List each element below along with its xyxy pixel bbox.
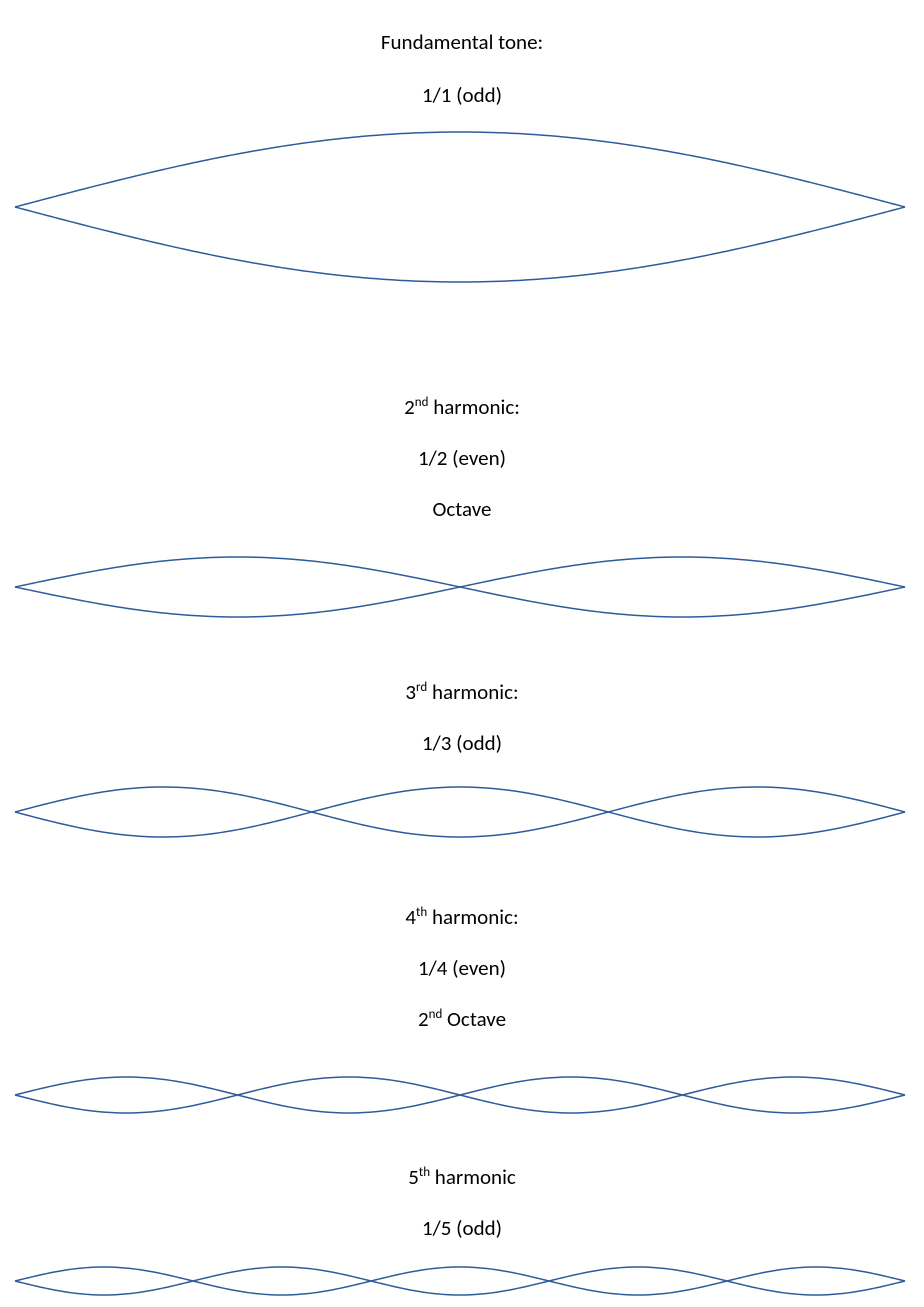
harmonic-title: 4th harmonic: — [0, 905, 924, 930]
harmonic-section-3: 3rd harmonic: 1/3 (odd) — [0, 680, 924, 782]
harmonic-title: 3rd harmonic: — [0, 680, 924, 705]
harmonic-section-5: 5th harmonic 1/5 (odd) — [0, 1165, 924, 1267]
harmonic-ratio: 1/3 (odd) — [0, 731, 924, 756]
title-sup: th — [416, 905, 427, 920]
standing-wave-1 — [0, 130, 924, 284]
title-post: harmonic: — [428, 394, 519, 420]
title-sup: th — [419, 1165, 430, 1180]
harmonic-section-4: 4th harmonic: 1/4 (even) 2nd Octave — [0, 905, 924, 1059]
standing-wave-2 — [0, 555, 924, 619]
extra-pre: 2 — [418, 1006, 429, 1032]
harmonic-title: Fundamental tone: — [0, 30, 924, 55]
title-pre: 5 — [408, 1164, 419, 1190]
extra-post: Octave — [442, 1006, 506, 1032]
standing-wave-5 — [0, 1265, 924, 1297]
standing-wave-3 — [0, 785, 924, 839]
harmonic-ratio: 1/1 (odd) — [0, 83, 924, 108]
harmonic-section-1: Fundamental tone: 1/1 (odd) — [0, 30, 924, 136]
harmonic-section-2: 2nd harmonic: 1/2 (even) Octave — [0, 395, 924, 549]
harmonic-ratio: 1/5 (odd) — [0, 1216, 924, 1241]
title-post: harmonic: — [427, 679, 518, 705]
extra-sup: nd — [429, 1007, 443, 1022]
title-pre: 3 — [405, 679, 416, 705]
harmonic-title: 2nd harmonic: — [0, 395, 924, 420]
title-post: harmonic: — [427, 904, 518, 930]
harmonic-title: 5th harmonic — [0, 1165, 924, 1190]
harmonic-extra: 2nd Octave — [0, 1007, 924, 1032]
title-pre: 4 — [405, 904, 416, 930]
title-sup: rd — [416, 680, 427, 695]
title-pre: 2 — [404, 394, 415, 420]
standing-wave-4 — [0, 1075, 924, 1115]
title-sup: nd — [415, 395, 429, 410]
harmonic-ratio: 1/4 (even) — [0, 956, 924, 981]
harmonic-extra: Octave — [0, 497, 924, 522]
harmonic-ratio: 1/2 (even) — [0, 446, 924, 471]
title-post: harmonic — [430, 1164, 516, 1190]
